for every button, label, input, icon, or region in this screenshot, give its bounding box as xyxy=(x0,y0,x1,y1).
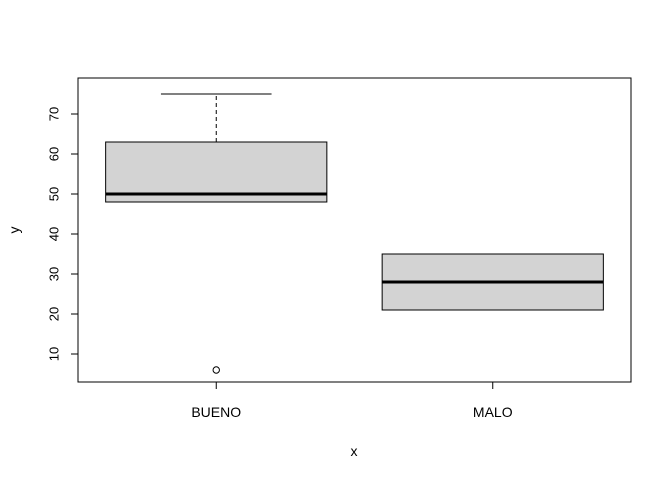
y-tick-label: 10 xyxy=(47,347,62,361)
y-tick-label: 50 xyxy=(47,187,62,201)
box-group xyxy=(381,253,604,311)
x-axis-title: x xyxy=(351,443,358,459)
y-tick-label: 70 xyxy=(47,107,62,121)
x-tick-label: BUENO xyxy=(191,404,241,420)
box-iqr xyxy=(105,141,328,203)
y-tick-label: 40 xyxy=(47,227,62,241)
x-axis: BUENO MALO xyxy=(191,381,513,420)
outlier-point xyxy=(212,366,220,374)
y-axis-title: y xyxy=(6,227,22,234)
y-axis: 10 20 30 40 50 60 70 xyxy=(47,107,79,361)
y-tick-label: 20 xyxy=(47,307,62,321)
y-tick-label: 60 xyxy=(47,147,62,161)
plot-frame xyxy=(77,77,632,383)
boxes-layer xyxy=(105,93,604,374)
x-tick-label: MALO xyxy=(473,404,513,420)
y-tick-label: 30 xyxy=(47,267,62,281)
box-group xyxy=(105,93,328,374)
